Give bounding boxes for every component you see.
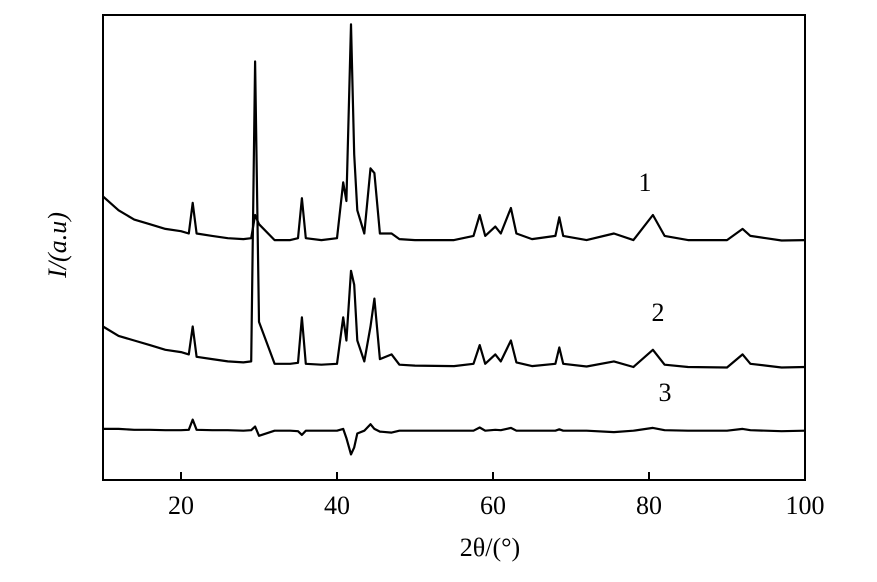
series-line bbox=[102, 60, 806, 369]
x-tick-label: 60 bbox=[480, 491, 506, 520]
y-axis-label: I/(a.u) bbox=[43, 212, 72, 279]
x-tick-label: 40 bbox=[324, 491, 350, 520]
series-line bbox=[102, 23, 806, 242]
x-axis-label: 2θ/(°) bbox=[460, 533, 520, 562]
series-label: 3 bbox=[659, 378, 672, 407]
x-tick-label: 80 bbox=[636, 491, 662, 520]
plot-frame bbox=[102, 14, 806, 481]
series-label: 1 bbox=[639, 168, 652, 197]
series-label: 2 bbox=[652, 298, 665, 327]
series-line bbox=[103, 418, 806, 456]
x-tick-label: 20 bbox=[168, 491, 194, 520]
x-tick-label: 100 bbox=[786, 491, 825, 520]
